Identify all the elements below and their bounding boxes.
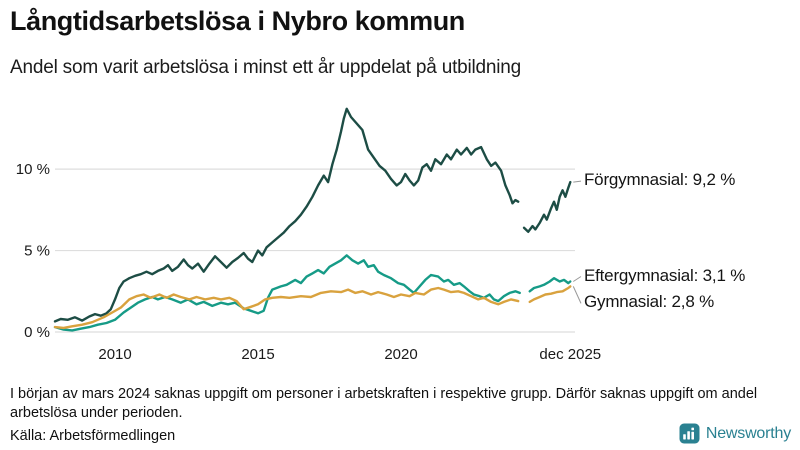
newsworthy-logo: Newsworthy (679, 423, 791, 444)
source-text: Källa: Arbetsförmedlingen (10, 428, 176, 444)
footnote: I början av mars 2024 saknas uppgift om … (10, 386, 758, 421)
x-tick-label: dec 2025 (539, 346, 601, 363)
series-end-label-gymnasial: Gymnasial: 2,8 % (584, 292, 715, 312)
label-connector-gymnasial (572, 286, 582, 304)
chart-subtitle: Andel som varit arbetslösa i minst ett å… (10, 57, 522, 78)
label-connector-eftergymnasial (573, 276, 582, 282)
series-line-gymnasial (528, 285, 572, 304)
series-end-label-forgymnasial: Förgymnasial: 9,2 % (584, 170, 736, 190)
x-tick-label: 2020 (384, 346, 417, 363)
chart-title: Långtidsarbetslösa i Nybro kommun (10, 6, 465, 36)
x-tick-label: 2015 (241, 346, 274, 363)
label-connector-forgymnasial (573, 180, 582, 183)
series-line-forgymnasial (522, 180, 572, 233)
brand-name: Newsworthy (705, 424, 791, 442)
y-tick-label: 5 % (24, 243, 50, 260)
newsworthy-icon (679, 423, 700, 444)
y-tick-label: 10 % (16, 161, 50, 178)
x-tick-label: 2010 (98, 346, 131, 363)
y-tick-label: 0 % (24, 324, 50, 341)
series-line-eftergymnasial (528, 277, 572, 293)
series-line-gymnasial (53, 286, 520, 330)
series-line-forgymnasial (53, 107, 520, 323)
series-end-label-eftergymnasial: Eftergymnasial: 3,1 % (584, 265, 746, 285)
